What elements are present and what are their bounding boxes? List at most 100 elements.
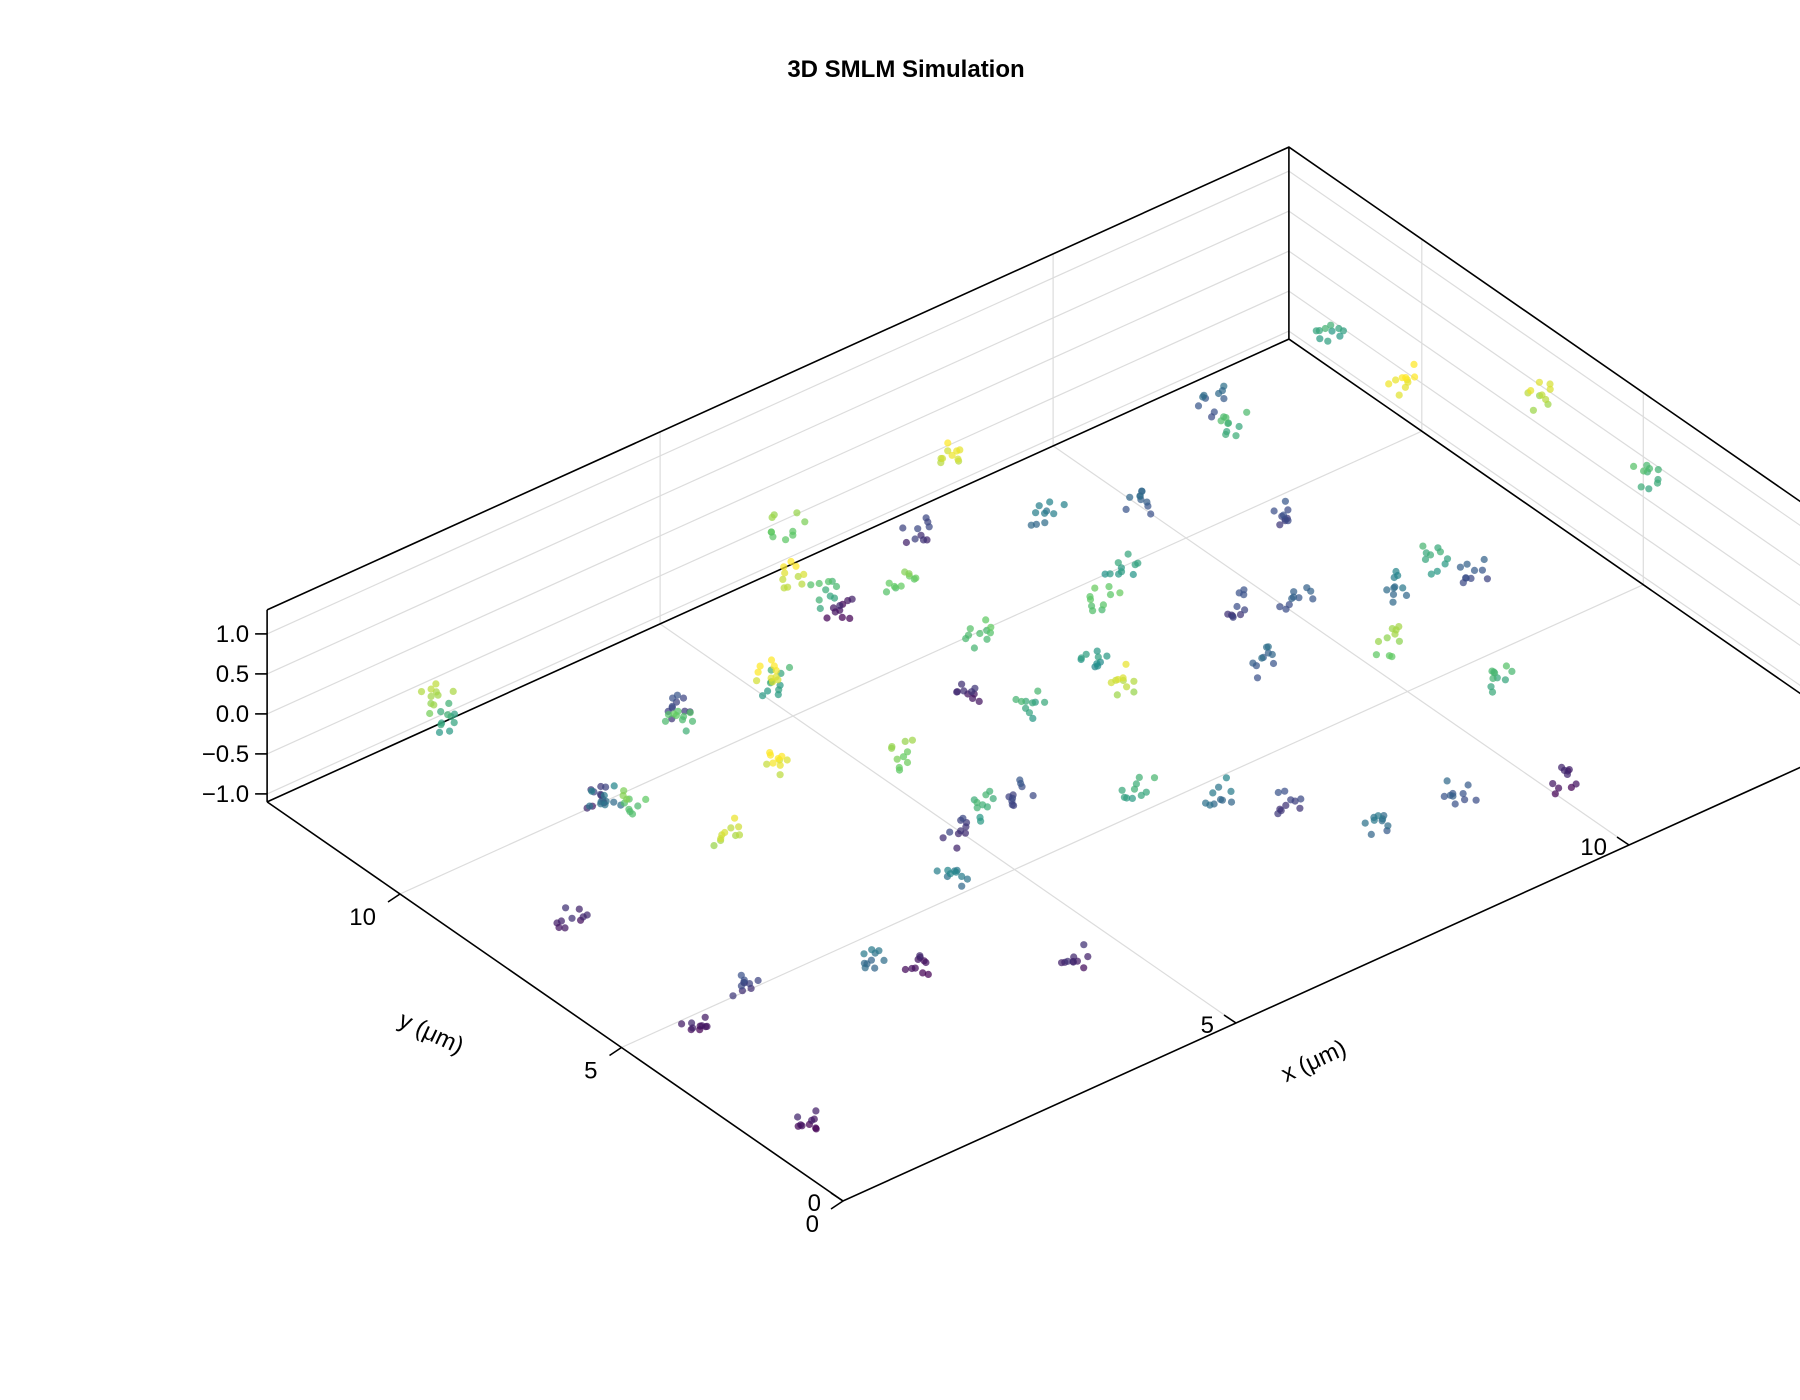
data-point (1106, 591, 1115, 599)
y-tick (387, 893, 401, 903)
ticks-layer: 0 5 10 0 5 10 −1.0 −0.5 0.0 0.5 1.0 (202, 621, 1630, 1238)
data-point (679, 694, 688, 702)
data-point (769, 759, 777, 767)
data-point (1041, 698, 1049, 706)
data-point (822, 586, 830, 594)
data-point (767, 656, 776, 664)
z-tick-label: 0.5 (216, 661, 249, 688)
data-point (1128, 794, 1136, 803)
data-point (986, 629, 995, 637)
data-point (1113, 691, 1121, 699)
data-point (721, 828, 729, 837)
data-point (1046, 498, 1054, 506)
data-point (1443, 777, 1451, 785)
data-point (1388, 653, 1396, 661)
data-point (963, 875, 972, 883)
data-point (1029, 792, 1037, 800)
data-point (1025, 709, 1033, 717)
data-point (1060, 501, 1068, 509)
data-point (962, 635, 970, 643)
data-point (745, 980, 754, 988)
data-point (1464, 781, 1472, 789)
data-point (729, 992, 737, 1000)
data-point (882, 588, 891, 596)
data-point (727, 824, 735, 832)
data-point (1107, 679, 1115, 687)
data-point (642, 795, 650, 804)
data-point (1402, 374, 1410, 382)
data-point (836, 602, 844, 610)
data-point (1080, 964, 1088, 972)
data-point (973, 804, 981, 812)
data-point (1502, 662, 1510, 670)
data-point (1436, 548, 1444, 556)
data-point (1137, 791, 1145, 800)
data-point (888, 744, 896, 752)
data-point (766, 751, 775, 759)
data-point (958, 680, 966, 688)
data-point (1222, 774, 1230, 782)
data-point (832, 582, 841, 591)
data-point (871, 964, 879, 972)
data-point (579, 913, 587, 921)
data-point (1008, 801, 1016, 809)
data-point (1017, 779, 1025, 788)
data-point (1309, 595, 1317, 603)
data-point (1449, 792, 1457, 800)
data-point (1395, 391, 1403, 399)
data-point (919, 969, 927, 977)
data-point (735, 823, 743, 831)
data-point (815, 596, 823, 604)
x-tick-label: 0 (808, 1190, 821, 1217)
data-point (1034, 687, 1042, 695)
data-point (434, 691, 442, 699)
data-point (1284, 506, 1292, 514)
data-point (1233, 602, 1241, 611)
data-point (1227, 787, 1235, 796)
y-tick (830, 1200, 844, 1210)
data-point (754, 668, 762, 676)
data-point (1120, 793, 1128, 801)
data-point (1269, 659, 1278, 668)
data-point (555, 923, 563, 932)
data-point (953, 844, 961, 852)
data-point (1443, 555, 1452, 563)
data-point (717, 835, 725, 843)
data-point (1456, 563, 1464, 571)
data-point (1389, 598, 1397, 606)
data-point (952, 868, 960, 876)
data-point (1324, 337, 1332, 345)
data-point (1122, 660, 1130, 668)
data-point (682, 727, 690, 735)
data-point (623, 795, 631, 803)
data-point (1279, 511, 1288, 519)
data-point (970, 644, 979, 652)
data-point (1253, 674, 1262, 682)
x-tick (1616, 836, 1630, 846)
data-point (1367, 830, 1375, 839)
data-point (1411, 373, 1419, 381)
data-point (983, 803, 992, 811)
data-point (753, 677, 761, 685)
z-tick-label: 1.0 (216, 621, 249, 648)
data-point (1093, 647, 1101, 655)
data-point (1131, 561, 1139, 569)
data-point (880, 956, 888, 965)
data-point (1216, 795, 1225, 804)
data-point (1136, 492, 1144, 500)
data-point (975, 697, 983, 706)
data-point (1126, 493, 1134, 501)
data-point (1392, 376, 1400, 384)
data-point (838, 613, 846, 622)
data-point (1077, 654, 1085, 662)
data-point (1276, 521, 1284, 529)
data-point (1315, 327, 1323, 335)
data-point (846, 614, 854, 623)
data-point (768, 513, 776, 522)
data-point (939, 834, 947, 842)
data-point (1099, 601, 1107, 609)
data-point (824, 578, 833, 586)
data-point (1094, 662, 1102, 670)
data-point (919, 536, 928, 544)
